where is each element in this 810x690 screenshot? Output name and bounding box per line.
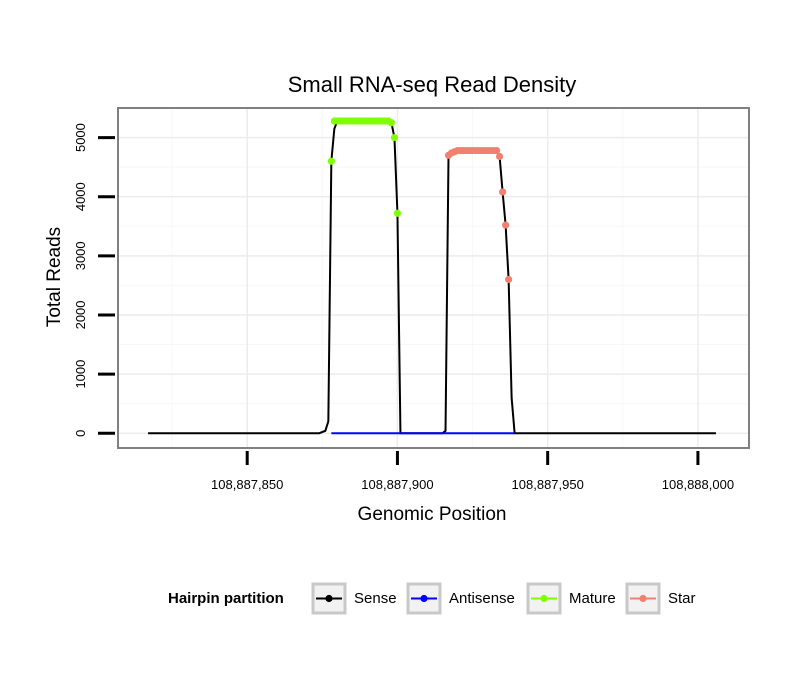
- point-star: [496, 152, 504, 161]
- x-tick-label: 108,887,900: [361, 477, 433, 492]
- y-axis-title: Total Reads: [44, 227, 65, 327]
- legend-item-mature: Mature: [526, 582, 616, 615]
- series-layer: [148, 117, 716, 435]
- legend-title: Hairpin partition: [168, 590, 284, 607]
- legend-key-point: [540, 594, 548, 603]
- y-tick-label: 4000: [73, 182, 88, 211]
- point-mature: [390, 133, 399, 142]
- point-mature: [327, 157, 335, 165]
- y-tick-label: 0: [73, 430, 88, 437]
- legend-label: Antisense: [449, 590, 515, 607]
- y-tick-label: 1000: [73, 360, 88, 389]
- point-star: [502, 221, 510, 229]
- point-star: [493, 146, 501, 155]
- series-line-sense: [148, 120, 716, 435]
- point-star: [499, 188, 507, 196]
- y-tick-label: 5000: [73, 123, 88, 152]
- x-tick-label: 108,887,950: [512, 477, 584, 492]
- plot-border: [117, 107, 750, 449]
- y-tick-label: 3000: [73, 241, 88, 270]
- x-axis-title: Genomic Position: [358, 504, 507, 525]
- legend-item-star: Star: [625, 582, 696, 615]
- legend-key-point: [639, 594, 647, 603]
- series-mature: [327, 117, 402, 217]
- x-axis: 108,887,850 108,887,900 108,887,950 108,888…: [211, 451, 734, 492]
- legend-label: Sense: [354, 590, 397, 607]
- y-axis: 0 1000 2000 3000 4000 5000: [73, 123, 115, 437]
- chart-title: Small RNA-seq Read Density: [288, 72, 577, 97]
- legend-label: Star: [668, 590, 696, 607]
- y-tick-label: 2000: [73, 300, 88, 329]
- x-tick-label: 108,888,000: [662, 477, 734, 492]
- legend-item-sense: Sense: [311, 582, 397, 615]
- point-mature: [393, 209, 402, 217]
- series-star: [444, 146, 513, 284]
- legend-key-point: [420, 594, 428, 603]
- plot-panel: [118, 108, 749, 448]
- point-mature: [387, 119, 396, 127]
- legend: Hairpin partition Sense Antisense Mature St…: [168, 582, 696, 615]
- legend-item-antisense: Antisense: [406, 582, 515, 615]
- legend-key-point: [325, 594, 333, 603]
- legend-label: Mature: [569, 590, 616, 607]
- x-tick-label: 108,887,850: [211, 477, 283, 492]
- point-star: [505, 275, 513, 284]
